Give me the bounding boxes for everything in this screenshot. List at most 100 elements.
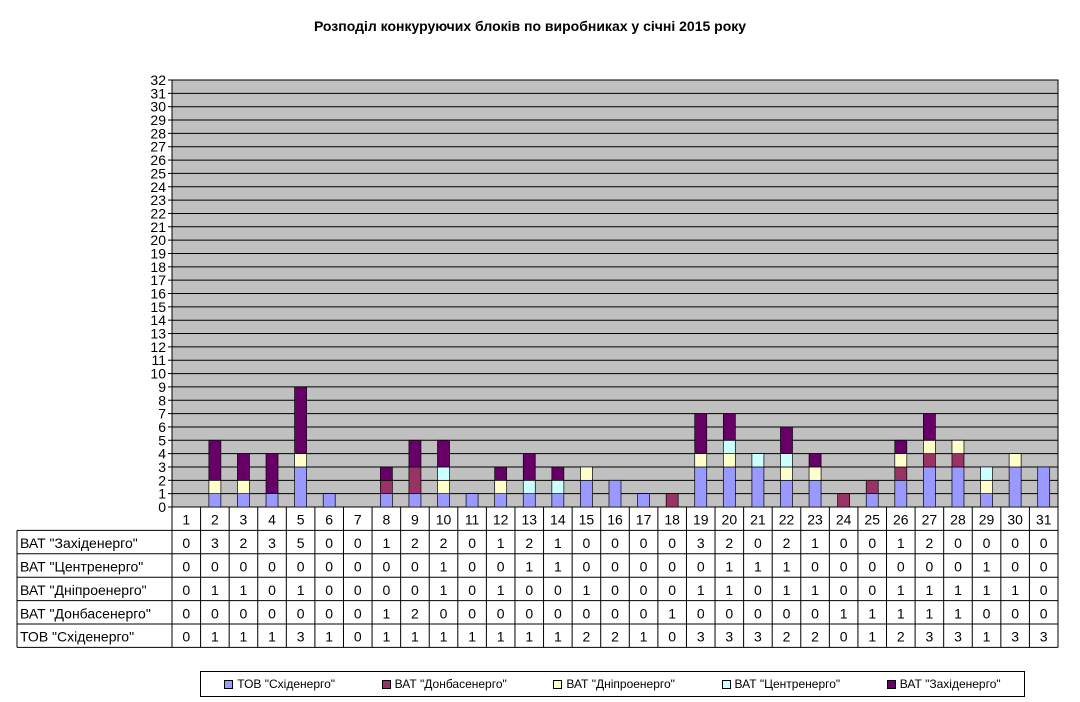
category-label: 29 [979,512,995,528]
bar-segment [580,466,593,481]
y-tick-label: 23 [150,192,166,208]
y-tick-label: 28 [150,125,166,141]
table-cell: 0 [354,559,362,575]
table-cell: 1 [382,535,390,551]
table-cell: 0 [497,605,505,621]
table-cell: 1 [725,582,733,598]
table-cell: 0 [268,605,276,621]
table-cell: 0 [868,559,876,575]
bar-segment [780,453,793,468]
y-tick-label: 26 [150,152,166,168]
bar-segment [237,493,250,508]
table-cell: 0 [554,582,562,598]
category-label: 16 [607,512,623,528]
category-label: 26 [893,512,909,528]
table-cell: 0 [182,559,190,575]
table-cell: 1 [554,629,562,645]
table-cell: 1 [925,605,933,621]
table-cell: 0 [668,535,676,551]
table-row-label: ТОВ "Східенерго" [20,629,134,645]
table-cell: 2 [611,629,619,645]
category-label: 13 [521,512,537,528]
table-cell: 0 [840,629,848,645]
table-cell: 2 [583,629,591,645]
bar-segment [465,493,479,508]
table-cell: 0 [354,605,362,621]
bar-segment [808,479,822,508]
table-cell: 0 [611,559,619,575]
bar-segment [294,466,307,508]
table-cell: 1 [554,535,562,551]
bar-segment [1008,466,1022,508]
category-label: 8 [382,512,390,528]
table-cell: 0 [411,559,419,575]
table-cell: 0 [640,535,648,551]
table-cell: 2 [440,535,448,551]
bar-segment [923,466,936,508]
category-label: 24 [836,512,852,528]
bar-segment [437,439,450,468]
bar-segment [865,479,879,495]
category-label: 20 [722,512,738,528]
table-cell: 0 [897,559,905,575]
table-cell: 1 [783,559,791,575]
table-cell: 0 [525,605,533,621]
category-label: 10 [436,512,452,528]
category-label: 3 [240,512,248,528]
category-label: 6 [325,512,333,528]
table-cell: 1 [897,582,905,598]
legend-item: ТОВ "Східенерго" [224,677,335,691]
bar-segment [1037,466,1051,508]
category-label: 12 [493,512,509,528]
bar-segment [494,479,508,495]
table-row-label: ВАТ "Західенерго" [20,535,138,551]
table-cell: 0 [754,605,762,621]
bar-segment [494,466,508,481]
table-cell: 0 [182,605,190,621]
table-cell: 0 [325,535,333,551]
table-cell: 0 [868,535,876,551]
table-cell: 0 [668,582,676,598]
table-cell: 0 [240,605,248,621]
table-cell: 1 [497,629,505,645]
legend-swatch [721,679,731,689]
category-label: 7 [354,512,362,528]
table-cell: 2 [925,535,933,551]
table-cell: 0 [1011,535,1019,551]
table-cell: 2 [811,629,819,645]
category-label: 2 [211,512,219,528]
table-cell: 3 [754,629,762,645]
y-tick-label: 18 [150,259,166,275]
table-cell: 1 [668,605,676,621]
bar-segment [494,493,508,508]
table-cell: 0 [325,582,333,598]
table-cell: 0 [583,559,591,575]
table-cell: 0 [268,582,276,598]
legend-swatch [886,679,896,689]
category-label: 14 [550,512,566,528]
table-cell: 1 [468,629,476,645]
bar-segment [408,493,422,508]
bar-segment [265,453,279,495]
table-cell: 0 [1040,605,1048,621]
y-tick-label: 17 [150,272,166,288]
table-cell: 0 [440,605,448,621]
table-cell: 0 [297,605,305,621]
table-cell: 1 [897,605,905,621]
bar-segment [951,439,965,454]
table-cell: 0 [354,629,362,645]
table-cell: 0 [554,605,562,621]
bar-segment [437,466,450,481]
table-cell: 1 [954,582,962,598]
table-cell: 0 [954,535,962,551]
table-cell: 0 [868,582,876,598]
table-cell: 0 [754,582,762,598]
category-label: 4 [268,512,276,528]
table-cell: 1 [925,582,933,598]
bar-segment [951,453,965,468]
table-cell: 1 [983,559,991,575]
table-cell: 0 [811,605,819,621]
table-cell: 0 [468,605,476,621]
bar-segment [380,479,393,495]
bar-segment [923,439,936,454]
